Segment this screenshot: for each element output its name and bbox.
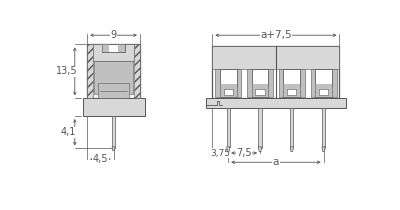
Bar [252, 69, 268, 97]
Bar [258, 108, 262, 148]
Text: 4,1: 4,1 [60, 127, 76, 137]
Bar [284, 69, 300, 97]
Bar [322, 108, 325, 148]
Text: a: a [273, 157, 279, 167]
Bar [112, 116, 115, 148]
Bar [102, 45, 125, 52]
Bar [290, 108, 293, 148]
Bar [252, 84, 268, 97]
Bar [102, 45, 109, 52]
Polygon shape [112, 147, 115, 151]
Text: 4,5: 4,5 [93, 154, 108, 164]
Bar [227, 108, 230, 148]
Bar [134, 45, 140, 98]
Bar [315, 69, 332, 86]
Bar [284, 69, 300, 86]
Bar [212, 46, 340, 69]
Bar [220, 84, 236, 97]
Polygon shape [227, 147, 230, 151]
Bar [319, 89, 328, 95]
Bar [98, 83, 129, 98]
Text: 9: 9 [110, 30, 117, 40]
Bar [224, 89, 233, 95]
Bar [118, 45, 125, 52]
Text: 13,5: 13,5 [56, 66, 78, 76]
Bar [102, 45, 125, 52]
Bar [256, 89, 265, 95]
Bar [206, 98, 346, 108]
Bar [215, 69, 241, 97]
Bar [82, 98, 144, 116]
Bar [212, 46, 340, 98]
Bar [220, 69, 236, 97]
Bar [284, 84, 300, 97]
Polygon shape [290, 147, 293, 151]
Bar [94, 61, 133, 94]
Bar [220, 69, 236, 86]
Bar [315, 69, 332, 97]
Bar [94, 45, 134, 61]
Polygon shape [322, 147, 325, 151]
Bar [279, 69, 305, 97]
Bar [310, 69, 337, 97]
Text: 7,5: 7,5 [236, 148, 252, 158]
Text: a+7,5: a+7,5 [260, 30, 292, 40]
Bar [287, 89, 296, 95]
Text: 3,75: 3,75 [210, 148, 230, 158]
Bar [87, 45, 94, 98]
Bar [247, 69, 273, 97]
Bar [252, 69, 268, 86]
Bar [87, 45, 140, 98]
Polygon shape [258, 147, 262, 151]
Bar [315, 84, 332, 97]
